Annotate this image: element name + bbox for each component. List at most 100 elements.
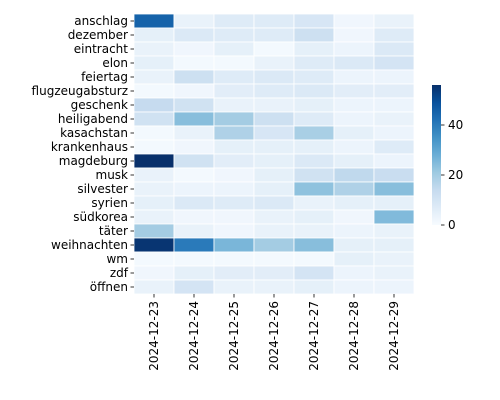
heatmap-cell bbox=[333, 251, 375, 267]
heatmap-cell bbox=[173, 195, 215, 211]
heatmap-cell bbox=[133, 111, 175, 127]
heatmap-cells bbox=[133, 13, 415, 295]
heatmap-cell bbox=[373, 83, 415, 99]
heatmap-cell bbox=[373, 27, 415, 43]
heatmap-cell bbox=[293, 265, 335, 281]
heatmap-cell bbox=[213, 69, 255, 85]
heatmap-cell bbox=[373, 139, 415, 155]
heatmap-cell bbox=[333, 111, 375, 127]
colorbar-ticks: 0 20 40 bbox=[441, 118, 463, 232]
heatmap-cell bbox=[133, 279, 175, 295]
heatmap-cell bbox=[213, 13, 255, 29]
heatmap-cell bbox=[373, 279, 415, 295]
heatmap-cell bbox=[173, 69, 215, 85]
y-tick-label: zdf bbox=[110, 266, 129, 280]
heatmap-cell bbox=[333, 69, 375, 85]
heatmap-cell bbox=[373, 195, 415, 211]
heatmap-cell bbox=[293, 97, 335, 113]
heatmap-cell bbox=[293, 27, 335, 43]
x-tick-label: 2024-12-27 bbox=[307, 301, 321, 371]
heatmap-cell bbox=[133, 195, 175, 211]
heatmap-cell bbox=[333, 195, 375, 211]
y-tick-label: heiligabend bbox=[58, 112, 128, 126]
heatmap-cell bbox=[213, 265, 255, 281]
heatmap-cell bbox=[133, 27, 175, 43]
heatmap-cell bbox=[213, 125, 255, 141]
y-tick-label: weihnachten bbox=[51, 238, 128, 252]
y-tick-label: täter bbox=[99, 224, 128, 238]
y-tick-label: elon bbox=[102, 56, 128, 70]
heatmap-cell bbox=[293, 125, 335, 141]
heatmap-cell bbox=[253, 153, 295, 169]
heatmap-cell bbox=[173, 223, 215, 239]
heatmap-cell bbox=[293, 237, 335, 253]
heatmap-cell bbox=[253, 195, 295, 211]
x-tick-label: 2024-12-26 bbox=[267, 301, 281, 371]
heatmap-cell bbox=[293, 195, 335, 211]
heatmap-cell bbox=[293, 223, 335, 239]
heatmap-cell bbox=[333, 139, 375, 155]
heatmap-cell bbox=[213, 97, 255, 113]
y-tick-label: flugzeugabsturz bbox=[32, 84, 128, 98]
x-tick-label: 2024-12-29 bbox=[387, 301, 401, 371]
heatmap-cell bbox=[373, 181, 415, 197]
y-tick-label: eintracht bbox=[74, 42, 129, 56]
heatmap-cell bbox=[133, 139, 175, 155]
heatmap-cell bbox=[253, 223, 295, 239]
heatmap-cell bbox=[373, 69, 415, 85]
heatmap-cell bbox=[293, 167, 335, 183]
heatmap-cell bbox=[333, 27, 375, 43]
heatmap-cell bbox=[373, 153, 415, 169]
heatmap-cell bbox=[173, 237, 215, 253]
heatmap-cell bbox=[173, 167, 215, 183]
heatmap-cell bbox=[173, 139, 215, 155]
heatmap-cell bbox=[173, 209, 215, 225]
heatmap-cell bbox=[373, 237, 415, 253]
colorbar: 0 20 40 bbox=[432, 85, 463, 232]
heatmap-cell bbox=[213, 223, 255, 239]
heatmap-cell bbox=[293, 111, 335, 127]
x-tick-label: 2024-12-25 bbox=[227, 301, 241, 371]
heatmap-cell bbox=[253, 69, 295, 85]
heatmap-cell bbox=[293, 55, 335, 71]
colorbar-tick-label: 0 bbox=[448, 218, 456, 232]
heatmap-cell bbox=[253, 55, 295, 71]
heatmap-cell bbox=[373, 251, 415, 267]
heatmap-cell bbox=[293, 83, 335, 99]
heatmap-cell bbox=[213, 181, 255, 197]
y-tick-label: magdeburg bbox=[59, 154, 128, 168]
heatmap-cell bbox=[133, 41, 175, 57]
heatmap-cell bbox=[213, 41, 255, 57]
y-tick-label: syrien bbox=[91, 196, 128, 210]
heatmap-cell bbox=[373, 41, 415, 57]
heatmap-cell bbox=[133, 209, 175, 225]
heatmap-cell bbox=[373, 111, 415, 127]
heatmap-cell bbox=[173, 111, 215, 127]
heatmap-cell bbox=[173, 13, 215, 29]
heatmap-cell bbox=[133, 181, 175, 197]
heatmap-cell bbox=[373, 125, 415, 141]
heatmap-cell bbox=[333, 153, 375, 169]
heatmap-cell bbox=[213, 27, 255, 43]
y-tick-label: musk bbox=[96, 168, 129, 182]
heatmap-cell bbox=[373, 167, 415, 183]
heatmap-cell bbox=[133, 251, 175, 267]
heatmap-cell bbox=[373, 97, 415, 113]
heatmap-cell bbox=[253, 237, 295, 253]
heatmap-cell bbox=[293, 69, 335, 85]
heatmap-cell bbox=[133, 153, 175, 169]
heatmap-cell bbox=[253, 125, 295, 141]
heatmap-cell bbox=[173, 153, 215, 169]
heatmap-cell bbox=[333, 13, 375, 29]
heatmap-cell bbox=[253, 41, 295, 57]
heatmap-cell bbox=[213, 139, 255, 155]
heatmap-cell bbox=[213, 55, 255, 71]
heatmap-cell bbox=[293, 41, 335, 57]
colorbar-gradient bbox=[432, 85, 441, 225]
heatmap-cell bbox=[373, 265, 415, 281]
heatmap-cell bbox=[333, 209, 375, 225]
heatmap-cell bbox=[373, 55, 415, 71]
y-tick-label: südkorea bbox=[73, 210, 128, 224]
heatmap-cell bbox=[133, 69, 175, 85]
